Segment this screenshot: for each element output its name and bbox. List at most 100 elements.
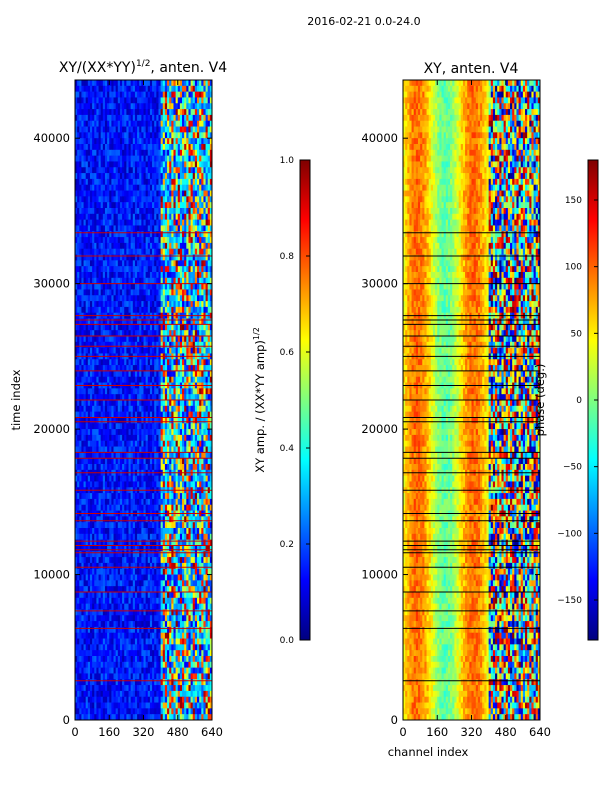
heatmap-cell — [145, 272, 149, 279]
heatmap-cell — [100, 248, 104, 255]
heatmap-cell — [94, 184, 97, 191]
heatmap-cell — [190, 132, 194, 139]
heatmap-cell — [102, 173, 106, 180]
heatmap-cell — [126, 324, 129, 331]
heatmap-cell — [156, 295, 159, 302]
heatmap-cell — [83, 242, 87, 250]
heatmap-cell — [117, 254, 121, 261]
heatmap-cell — [143, 324, 147, 331]
heatmap-cell — [115, 202, 119, 209]
heatmap-cell — [122, 85, 125, 93]
heatmap-cell — [102, 184, 106, 191]
heatmap-cell — [113, 85, 117, 93]
heatmap-cell — [126, 208, 129, 215]
heatmap-cell — [179, 254, 183, 261]
heatmap-cell — [167, 237, 170, 244]
heatmap-cell — [209, 289, 213, 296]
heatmap-cell — [115, 254, 119, 261]
heatmap-cell — [96, 120, 99, 127]
heatmap-cell — [128, 144, 132, 151]
heatmap-cell — [100, 97, 104, 104]
heatmap-cell — [100, 306, 104, 314]
heatmap-cell — [154, 149, 157, 157]
heatmap-cell — [209, 202, 213, 209]
heatmap-cell — [102, 266, 106, 273]
heatmap-cell — [137, 283, 140, 290]
heatmap-cell — [147, 277, 151, 285]
heatmap-cell — [98, 103, 102, 110]
heatmap-cell — [154, 120, 157, 127]
heatmap-cell — [119, 109, 123, 116]
heatmap-cell — [132, 173, 136, 180]
heatmap-cell — [175, 114, 179, 122]
heatmap-cell — [81, 155, 84, 162]
heatmap-cell — [179, 260, 183, 267]
heatmap-cell — [85, 184, 89, 191]
heatmap-cell — [169, 295, 172, 302]
heatmap-cell — [89, 85, 93, 93]
heatmap-cell — [175, 91, 179, 98]
heatmap-cell — [199, 306, 202, 314]
heatmap-cell — [130, 149, 134, 157]
heatmap-cell — [143, 248, 147, 255]
heatmap-cell — [107, 266, 110, 273]
heatmap-cell — [179, 149, 183, 157]
heatmap-cell — [145, 138, 149, 145]
heatmap-cell — [145, 114, 149, 122]
heatmap-cell — [154, 126, 157, 133]
heatmap-cell — [192, 161, 196, 168]
heatmap-cell — [145, 155, 149, 162]
heatmap-cell — [122, 324, 125, 331]
heatmap-cell — [139, 103, 142, 110]
heatmap-cell — [199, 283, 202, 290]
heatmap-cell — [126, 306, 129, 314]
heatmap-cell — [83, 97, 87, 104]
heatmap-cell — [107, 248, 110, 255]
heatmap-cell — [149, 231, 153, 238]
heatmap-cell — [128, 254, 132, 261]
heatmap-cell — [79, 289, 82, 296]
heatmap-cell — [98, 167, 102, 174]
heatmap-cell — [81, 109, 84, 116]
heatmap-cell — [186, 132, 189, 139]
heatmap-cell — [139, 149, 142, 157]
heatmap-cell — [122, 283, 125, 290]
heatmap-cell — [160, 91, 164, 98]
heatmap-cell — [139, 277, 142, 285]
heatmap-cell — [171, 114, 174, 122]
heatmap-cell — [177, 161, 181, 168]
heatmap-cell — [102, 208, 106, 215]
heatmap-cell — [94, 237, 97, 244]
heatmap-cell — [94, 149, 97, 157]
heatmap-cell — [199, 301, 202, 308]
heatmap-cell — [92, 242, 95, 250]
heatmap-cell — [171, 324, 174, 331]
heatmap-cell — [152, 277, 155, 285]
heatmap-cell — [79, 138, 82, 145]
heatmap-cell — [117, 190, 121, 197]
heatmap-cell — [173, 144, 177, 151]
heatmap-cell — [79, 144, 82, 151]
heatmap-cell — [164, 254, 168, 261]
heatmap-cell — [177, 85, 181, 93]
heatmap-cell — [194, 120, 198, 127]
heatmap-cell — [179, 324, 183, 331]
heatmap-cell — [203, 155, 206, 162]
heatmap-cell — [152, 324, 155, 331]
heatmap-cell — [139, 254, 142, 261]
heatmap-cell — [87, 103, 91, 110]
heatmap-cell — [182, 161, 185, 168]
heatmap-cell — [81, 260, 84, 267]
heatmap-cell — [122, 126, 125, 133]
heatmap-cell — [205, 301, 209, 308]
heatmap-cell — [171, 208, 174, 215]
heatmap-cell — [182, 97, 185, 104]
heatmap-cell — [134, 184, 138, 191]
heatmap-cell — [182, 120, 185, 127]
heatmap-cell — [171, 173, 174, 180]
heatmap-cell — [184, 283, 187, 290]
heatmap-cell — [203, 202, 206, 209]
heatmap-cell — [182, 277, 185, 285]
heatmap-cell — [199, 85, 202, 93]
heatmap-cell — [149, 126, 153, 133]
